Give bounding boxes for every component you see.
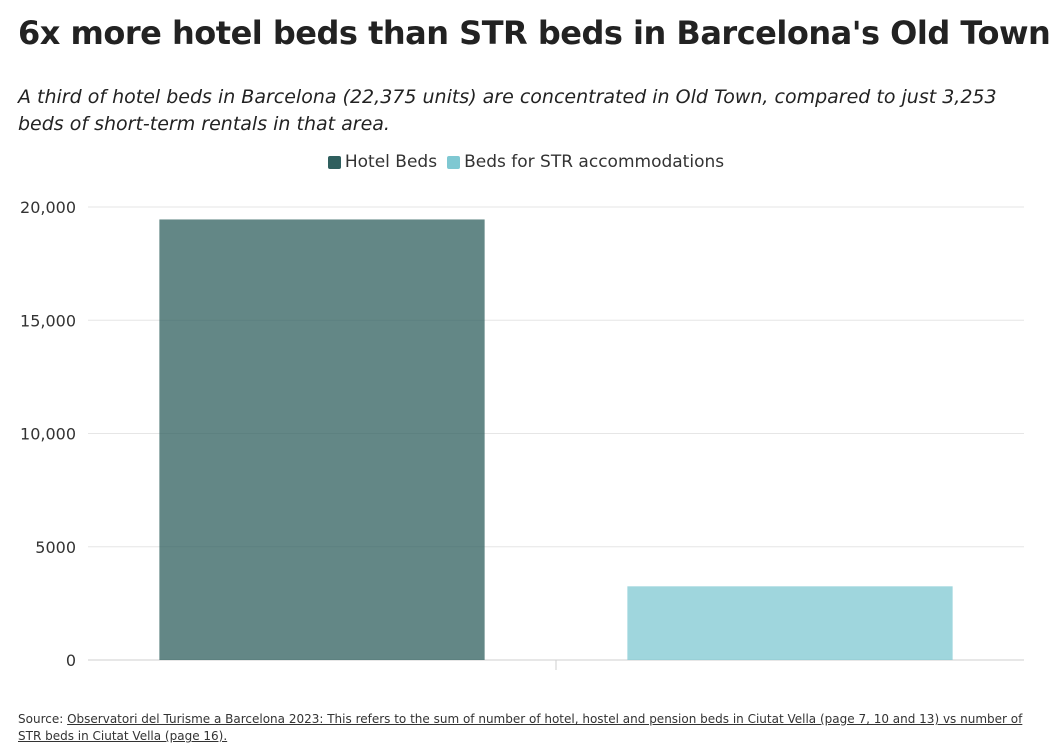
legend-label-hotel-beds: Hotel Beds [344, 152, 438, 172]
source-note: Source: Observatori del Turisme a Barcel… [18, 711, 1028, 745]
y-tick-label-3: 15,000 [20, 311, 76, 330]
chart-title: 6x more hotel beds than STR beds in Barc… [18, 14, 1051, 52]
bar-chart: 0 5000 10,000 15,000 20,000 [20, 198, 1024, 670]
source-link[interactable]: Observatori del Turisme a Barcelona 2023… [18, 712, 1023, 743]
legend-item-str-beds[interactable]: Beds for STR accommodations [447, 152, 724, 172]
legend-label-str-beds: Beds for STR accommodations [464, 152, 725, 172]
legend-swatch-str-beds [447, 155, 461, 169]
chart-legend: Hotel Beds Beds for STR accommodations [0, 152, 1052, 172]
y-tick-label-0: 0 [66, 651, 76, 670]
legend-item-hotel-beds[interactable]: Hotel Beds [327, 152, 438, 172]
y-tick-label-1: 5000 [35, 538, 76, 557]
y-tick-label-2: 10,000 [20, 425, 76, 444]
source-prefix: Source: [18, 712, 64, 726]
bar-1-1 [627, 586, 953, 660]
y-tick-label-4: 20,000 [20, 198, 76, 217]
bar-0-0 [159, 219, 485, 660]
legend-swatch-hotel-beds [327, 155, 341, 169]
chart-subtitle: A third of hotel beds in Barcelona (22,3… [18, 86, 997, 135]
